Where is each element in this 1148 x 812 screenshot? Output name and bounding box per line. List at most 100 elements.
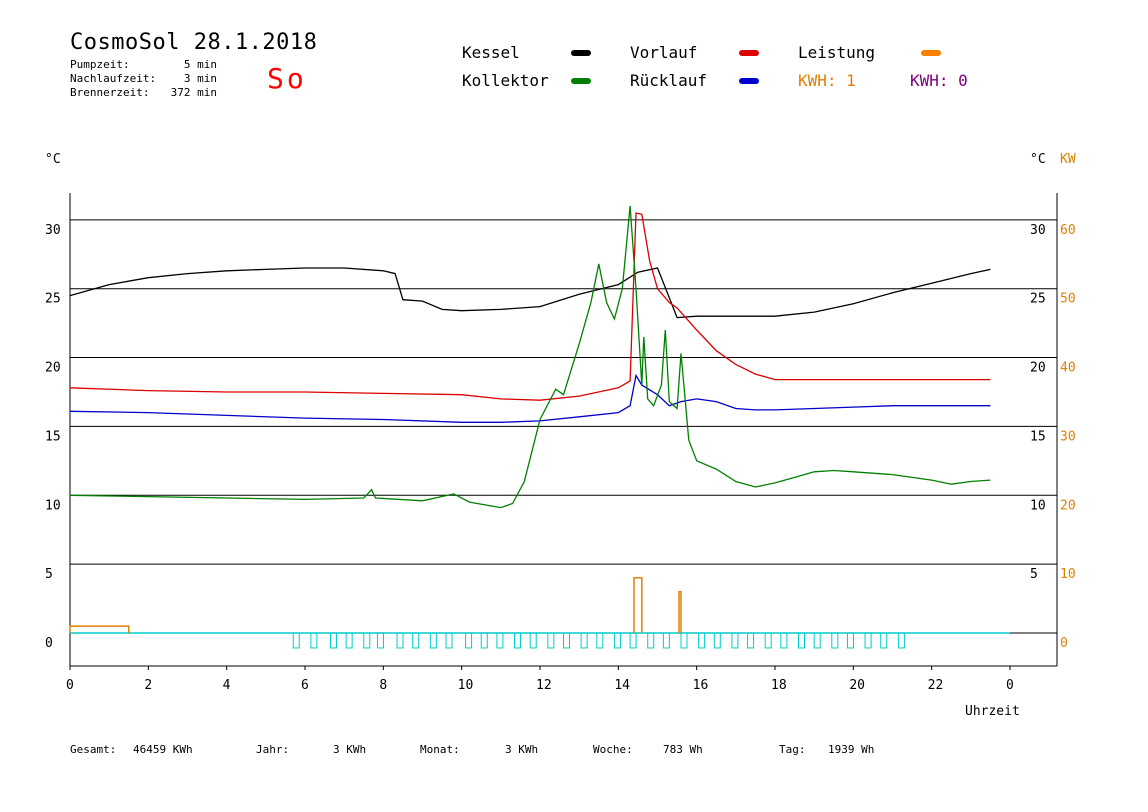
pump-marker — [813, 632, 821, 649]
footer-monat-label: Monat: — [420, 743, 460, 756]
pump-marker — [731, 632, 739, 649]
legend-kwh1-label: KWH: 1 — [798, 71, 856, 90]
pump-marker — [747, 632, 755, 649]
y-tick-left-label: 5 — [45, 567, 53, 582]
pump-marker — [629, 632, 637, 649]
y-tick-right-label: 10 — [1030, 498, 1046, 513]
pump-marker — [798, 632, 805, 649]
pump-marker — [846, 632, 854, 649]
footer-gesamt-label: Gesamt: — [70, 743, 117, 756]
y-tick-left-label: 15 — [45, 429, 61, 444]
footer-woche-label: Woche: — [593, 743, 633, 756]
x-tick-label: 2 — [144, 678, 152, 693]
y-tick-right-label: 25 — [1030, 292, 1046, 307]
legend-kessel-swatch — [571, 50, 591, 56]
pump-marker — [363, 632, 371, 649]
y-tick-right-label: 20 — [1030, 361, 1046, 376]
legend-kollektor-label: Kollektor — [462, 71, 549, 90]
pump-marker — [345, 632, 353, 649]
footer-gesamt-value: 46459 KWh — [133, 743, 193, 756]
y-tick-kw-label: 60 — [1060, 223, 1076, 238]
brennerzeit-label: Brennerzeit: — [70, 86, 150, 99]
leistung-spike — [678, 590, 682, 633]
y-tick-kw-label: 0 — [1060, 636, 1068, 651]
pump-marker — [897, 632, 905, 649]
x-tick-label: 4 — [223, 678, 231, 693]
footer-jahr-value: 3 KWh — [333, 743, 367, 756]
pump-marker — [580, 632, 588, 649]
y-tick-left-label: 20 — [45, 361, 61, 376]
pump-marker — [764, 632, 772, 649]
pump-marker — [831, 632, 839, 649]
footer-tag-value: 1939 Wh — [828, 743, 875, 756]
nachlaufzeit-label: Nachlaufzeit: — [70, 72, 157, 85]
y-tick-right-label: 15 — [1030, 429, 1046, 444]
y-tick-right-label: 5 — [1030, 567, 1038, 582]
pump-marker — [713, 632, 721, 649]
x-tick-label: 8 — [379, 678, 387, 693]
pumpzeit-value: 5 min — [183, 58, 217, 71]
footer-tag-label: Tag: — [779, 743, 806, 756]
legend-leistung-swatch — [921, 50, 941, 56]
y-axis-left-unit: °C — [45, 152, 61, 167]
x-tick-label: 10 — [458, 678, 474, 693]
pump-marker — [662, 632, 670, 649]
pump-marker — [514, 632, 522, 649]
legend-vorlauf-swatch — [739, 50, 759, 56]
series-line-kollektor — [69, 206, 991, 509]
pump-marker — [310, 632, 318, 649]
footer-woche-value: 783 Wh — [663, 743, 703, 756]
y-tick-left-label: 25 — [45, 292, 61, 307]
y-tick-kw-label: 20 — [1060, 498, 1076, 513]
pump-marker — [864, 632, 872, 649]
pump-marker — [292, 632, 300, 649]
pump-marker — [480, 632, 488, 649]
pump-marker — [680, 632, 688, 649]
legend-leistung-label: Leistung — [798, 43, 876, 62]
x-tick-label: 12 — [536, 678, 552, 693]
y-tick-kw-label: 50 — [1060, 292, 1076, 307]
pump-marker — [429, 632, 437, 649]
legend-kollektor-swatch — [571, 78, 591, 84]
x-axis-label: Uhrzeit — [965, 704, 1020, 719]
pump-marker — [647, 632, 655, 649]
leistung-spike — [633, 577, 643, 633]
pump-marker — [880, 632, 888, 649]
legend-ruecklauf-label: Rücklauf — [630, 71, 708, 90]
pump-marker — [412, 632, 420, 649]
pumpzeit-label: Pumpzeit: — [70, 58, 130, 71]
pump-marker — [496, 632, 504, 649]
legend-kwh2-label: KWH: 0 — [910, 71, 968, 90]
x-tick-label: 14 — [614, 678, 630, 693]
x-tick-label: 0 — [1006, 678, 1014, 693]
pump-marker — [547, 632, 555, 649]
x-tick-label: 22 — [928, 678, 944, 693]
x-tick-label: 16 — [693, 678, 709, 693]
pump-marker — [396, 632, 404, 649]
footer-monat-value: 3 KWh — [505, 743, 539, 756]
pump-marker — [563, 632, 570, 649]
y-axis-right-unit: °C — [1030, 152, 1046, 167]
legend-vorlauf-label: Vorlauf — [630, 43, 698, 62]
footer-jahr-label: Jahr: — [256, 743, 290, 756]
x-tick-label: 6 — [301, 678, 309, 693]
pump-marker — [596, 632, 604, 649]
pump-marker — [780, 632, 788, 649]
brennerzeit-value: 372 min — [170, 86, 217, 99]
pump-marker — [376, 632, 384, 649]
leistung-spike — [69, 625, 130, 633]
y-tick-left-label: 30 — [45, 223, 61, 238]
y-tick-kw-label: 10 — [1060, 567, 1076, 582]
legend-ruecklauf-swatch — [739, 78, 759, 84]
series-line-vorlauf — [69, 212, 991, 401]
pump-marker — [613, 632, 621, 649]
pump-marker — [529, 632, 537, 649]
pump-marker — [445, 632, 453, 649]
nachlaufzeit-value: 3 min — [183, 72, 217, 85]
y-tick-kw-label: 40 — [1060, 361, 1076, 376]
y-tick-right-label: 30 — [1030, 223, 1046, 238]
legend-kessel-label: Kessel — [462, 43, 520, 62]
chart-title: CosmoSol 28.1.2018 — [70, 30, 318, 55]
x-tick-label: 20 — [849, 678, 865, 693]
y-axis-kw-unit: KW — [1060, 152, 1076, 167]
